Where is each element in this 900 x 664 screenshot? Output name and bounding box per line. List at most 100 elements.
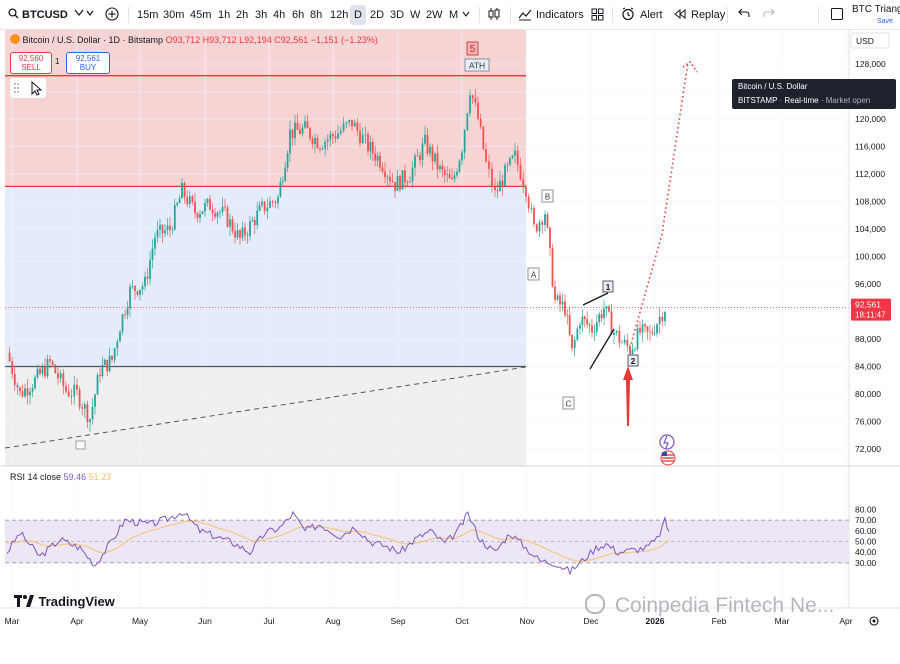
candle-body: [376, 155, 379, 161]
candle-body: [89, 419, 91, 423]
buy-label: BUY: [79, 63, 97, 72]
candle-body: [621, 342, 623, 344]
time-tick: 2026: [646, 616, 665, 626]
cursor-tool-button[interactable]: [10, 78, 46, 98]
tooltip-realtime: Real-time: [784, 96, 819, 105]
watermark-logo-icon: [585, 594, 605, 614]
candle-body: [329, 134, 332, 140]
candle-body: [463, 129, 466, 153]
alert-icon[interactable]: [621, 0, 635, 30]
candle-body: [49, 359, 51, 362]
price-tick: 116,000: [855, 142, 885, 152]
candle-body: [426, 134, 429, 154]
indicators-button[interactable]: Indicators: [536, 9, 584, 21]
interval-15m[interactable]: 15m: [137, 9, 159, 21]
chart-legend: Bitcoin / U.S. Dollar · 1D · Bitstamp O9…: [10, 34, 378, 45]
candle-body: [615, 330, 618, 333]
replay-icon[interactable]: [673, 0, 687, 30]
interval-30m[interactable]: 30m: [163, 9, 185, 21]
trade-quantity[interactable]: 1: [55, 57, 60, 66]
interval-2w[interactable]: 2W: [426, 9, 443, 21]
candle-body: [86, 404, 89, 423]
candle-body: [514, 150, 516, 156]
svg-text:2: 2: [631, 357, 636, 366]
candle-body: [345, 122, 348, 124]
tooltip-market: Market open: [825, 96, 871, 105]
alert-button[interactable]: Alert: [640, 9, 663, 21]
chevron-down-icon[interactable]: [73, 0, 97, 30]
candle-body: [342, 123, 345, 131]
candles-icon[interactable]: [487, 0, 501, 30]
candle-body: [406, 182, 409, 184]
candle-body: [83, 404, 86, 409]
replay-button[interactable]: Replay: [691, 9, 726, 21]
candle-body: [525, 186, 527, 197]
time-grid: [11, 30, 847, 608]
candle-body: [581, 316, 584, 325]
interval-6h[interactable]: 6h: [292, 9, 305, 21]
currency-box[interactable]: [850, 32, 890, 49]
candle-body: [579, 324, 581, 329]
candle-body: [396, 176, 399, 191]
interval-m[interactable]: M: [449, 9, 459, 21]
candle-body: [522, 179, 525, 187]
rsi-ma-line: [6, 520, 670, 562]
indicators-icon[interactable]: [518, 0, 532, 30]
interval-1h[interactable]: 1h: [218, 9, 231, 21]
time-tick: Jun: [198, 616, 212, 626]
settings-gear-icon[interactable]: [869, 616, 879, 626]
interval-4h[interactable]: 4h: [273, 9, 286, 21]
candle-body: [21, 391, 24, 397]
chart-canvas[interactable]: 5 ATH A B C 1 2: [0, 30, 900, 664]
candle-body: [658, 316, 661, 325]
candle-body: [636, 328, 639, 350]
buy-button[interactable]: 92,561 BUY: [66, 52, 110, 74]
price-tick: 120,000: [855, 114, 886, 124]
candle-body: [429, 146, 431, 154]
checkbox-icon[interactable]: [831, 0, 843, 30]
undo-icon[interactable]: [738, 0, 750, 30]
ath-label: ATH: [464, 58, 490, 72]
wave5-label: 5: [466, 41, 479, 56]
wave-2-label: 2: [627, 354, 639, 367]
candle-body: [199, 213, 201, 219]
interval-45m[interactable]: 45m: [190, 9, 212, 21]
rsi-tick: 80.00: [855, 504, 877, 514]
layout-title[interactable]: BTC Triangl: [852, 4, 900, 15]
candle-body: [271, 201, 274, 203]
interval-3d[interactable]: 3D: [390, 9, 405, 21]
red-up-arrow: [623, 366, 633, 426]
candle-body: [641, 324, 644, 333]
price-label-value: 92,561: [855, 300, 881, 310]
add-icon[interactable]: [105, 0, 119, 30]
templates-icon[interactable]: [591, 0, 604, 30]
redo-icon[interactable]: [763, 0, 775, 30]
interval-12h[interactable]: 12h: [330, 9, 349, 21]
interval-3h[interactable]: 3h: [255, 9, 268, 21]
candle-body: [591, 325, 593, 333]
candle-body: [311, 138, 314, 145]
candle-body: [108, 355, 111, 372]
interval-8h[interactable]: 8h: [310, 9, 323, 21]
sell-button[interactable]: 92,560 SELL: [10, 52, 52, 74]
interval-d-selected[interactable]: D: [350, 5, 366, 25]
candle-body: [279, 182, 282, 197]
candle-body: [214, 213, 216, 217]
candle-body: [595, 322, 598, 332]
symbol-search-icon[interactable]: [8, 0, 19, 30]
interval-2h[interactable]: 2h: [236, 9, 249, 21]
save-label[interactable]: Save: [877, 18, 893, 25]
candle-body: [431, 146, 434, 162]
candle-body: [571, 334, 573, 349]
interval-2d[interactable]: 2D: [370, 9, 385, 21]
chevron-down-icon[interactable]: [462, 0, 470, 30]
candle-body: [101, 365, 104, 377]
candle-body: [451, 178, 453, 180]
svg-text:C: C: [566, 400, 572, 409]
small-marker-icon: [75, 440, 86, 450]
interval-w[interactable]: W: [410, 9, 421, 21]
rsi-tick: 50.00: [855, 537, 877, 547]
candle-body: [36, 368, 39, 378]
symbol-name[interactable]: BTCUSD: [22, 9, 68, 21]
candle-body: [379, 155, 381, 168]
